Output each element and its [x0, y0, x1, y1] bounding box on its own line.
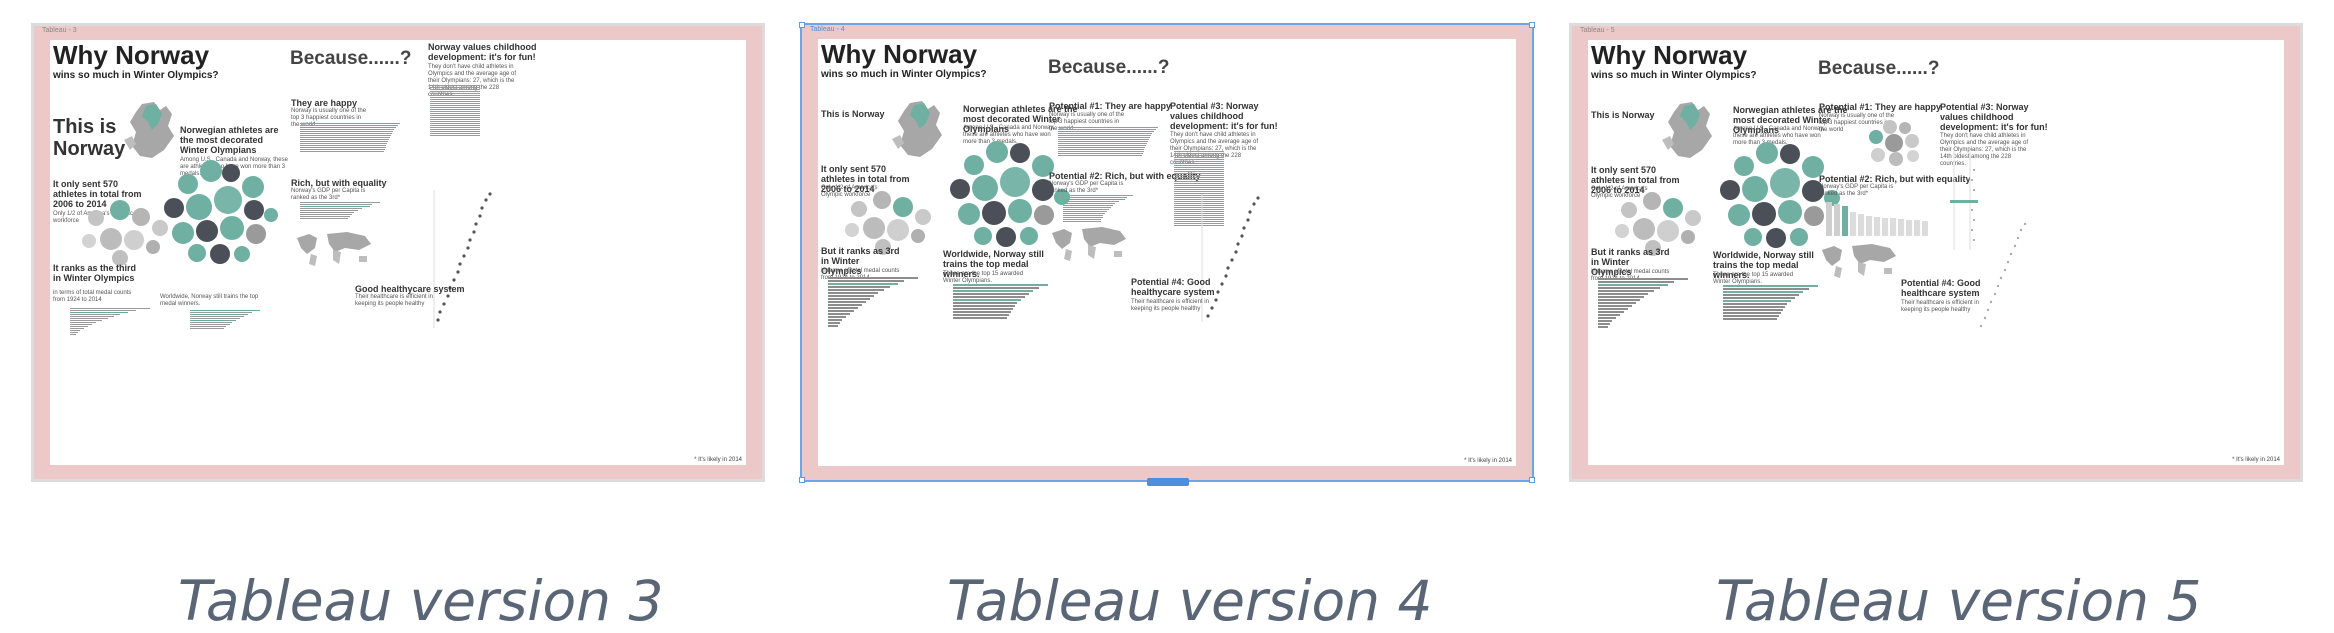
ranks-bar-chart	[828, 277, 918, 328]
dashboard-canvas: Why Norway wins so much in Winter Olympi…	[50, 40, 746, 465]
age-bar-chart	[430, 85, 480, 137]
worldwide-bar-chart	[953, 284, 1048, 320]
sent-heading: It only sent 570 athletes in total from …	[53, 179, 142, 209]
caption-v3: Tableau version 3	[178, 569, 664, 633]
rich-heading: Potential #2: Rich, but with equality	[1819, 174, 1971, 184]
footnote: * It's likely in 2014	[1464, 458, 1512, 464]
size-indicator[interactable]	[1147, 478, 1189, 486]
page-subtitle: wins so much in Winter Olympics?	[1591, 70, 1757, 81]
happiness-bubbles	[1863, 120, 1933, 170]
medals-bubbles	[946, 139, 1071, 254]
this-is-norway-heading: This is Norway	[821, 109, 885, 119]
happy-sub: Norway is usually one of the top 3 happi…	[1819, 113, 1895, 133]
gdp-bar-chart	[1063, 195, 1133, 223]
health-heading: Potential #4: Good healthycare system	[1131, 277, 1215, 297]
ranks-sub: in terms of total medal counts from 1924…	[53, 290, 132, 303]
happiness-bar-chart	[1058, 127, 1158, 157]
happy-heading: Potential #1: They are happy	[1819, 102, 1942, 112]
page-title: Why Norway	[821, 39, 978, 69]
decorated-heading: Norwegian athletes are the most decorate…	[963, 104, 1078, 134]
athletes-bubbles	[1613, 192, 1713, 262]
rich-sub: Norway's GDP per Capita is ranked as the…	[291, 188, 366, 201]
tab-label: Tableau - 4	[810, 26, 845, 33]
caption-v5: Tableau version 5	[1716, 569, 2202, 633]
rich-sub: Norway's GDP per Capita is ranked as the…	[1819, 184, 1894, 197]
sent-heading: It only sent 570 athletes in total from …	[821, 164, 910, 194]
gdp-bar-chart	[300, 202, 380, 220]
norway-map	[1662, 102, 1712, 158]
worldwide-text: Worldwide, Norway still trains the top m…	[160, 294, 259, 307]
healthcare-scatter	[1201, 194, 1260, 322]
worldwide-heading: Worldwide, Norway still trains the top m…	[943, 249, 1044, 279]
resize-handle-br[interactable]	[1529, 477, 1535, 483]
childhood-heading: Potential #3: Norway values childhood de…	[1170, 101, 1278, 131]
happy-heading: Potential #1: They are happy	[1049, 101, 1172, 111]
this-is-norway-heading: This is Norway	[53, 116, 126, 160]
worldwide-bar-chart	[1723, 285, 1818, 321]
worldwide-bar-chart	[190, 310, 260, 330]
norway-map	[124, 102, 174, 158]
medals-bubbles	[160, 158, 280, 268]
footnote: * It's likely in 2014	[694, 457, 742, 463]
because-heading: Because......?	[1048, 57, 1170, 78]
healthcare-scatter	[1979, 222, 2027, 328]
decorated-heading: Norwegian athletes are the most decorate…	[1733, 105, 1848, 135]
happy-heading: They are happy	[291, 98, 358, 108]
ranks-heading: But it ranks as 3rd in Winter Olympics	[1591, 247, 1670, 277]
sent-sub: Only 1/2 of America's Olympic workforce	[1591, 186, 1648, 199]
page-title: Why Norway	[53, 40, 210, 70]
sent-sub: Only 1/2 of America's Olympic workforce	[821, 185, 878, 198]
page-subtitle: wins so much in Winter Olympics?	[53, 70, 219, 81]
athletes-bubbles	[843, 191, 943, 261]
this-is-norway-heading: This is Norway	[1591, 110, 1655, 120]
rich-heading: Rich, but with equality	[291, 178, 387, 188]
page-subtitle: wins so much in Winter Olympics?	[821, 69, 987, 80]
rich-sub: Norway's GDP per Capita is ranked as the…	[1049, 181, 1124, 194]
because-heading: Because......?	[1818, 58, 1940, 79]
sent-heading: It only sent 570 athletes in total from …	[1591, 165, 1680, 195]
health-sub: Their healthcare is efficient in keeping…	[1131, 299, 1209, 312]
happiness-bar-chart	[300, 123, 400, 153]
gdp-column-chart	[1826, 202, 1928, 236]
health-sub: Their healthcare is efficient in keeping…	[1901, 300, 1979, 313]
dashboard-frame-v3[interactable]: Tableau - 3 Why Norway wins so much in W…	[31, 23, 765, 482]
caption-v4: Tableau version 4	[947, 569, 1433, 633]
tab-label: Tableau - 5	[1580, 27, 1615, 34]
resize-handle-bl[interactable]	[799, 477, 805, 483]
worldwide-heading: Worldwide, Norway still trains the top m…	[1713, 250, 1814, 280]
norway-map	[892, 101, 942, 157]
ranks-bar-chart	[1598, 278, 1688, 329]
dashboard-frame-v5[interactable]: Tableau - 5 Why Norway wins so much in W…	[1569, 23, 2303, 482]
world-map	[1822, 244, 1896, 278]
childhood-heading: Norway values childhood development: it'…	[428, 42, 537, 62]
page-title: Why Norway	[1591, 40, 1748, 70]
ranks-heading: It ranks as the third in Winter Olympics	[53, 263, 137, 283]
ranks-heading: But it ranks as 3rd in Winter Olympics	[821, 246, 900, 276]
worldwide-sub: These are the top 15 awarded Winter Olym…	[943, 271, 1024, 284]
footnote: * It's likely in 2014	[2232, 457, 2280, 463]
tab-label: Tableau - 3	[42, 27, 77, 34]
health-heading: Good healthycare system	[355, 284, 465, 294]
dashboard-frame-v4[interactable]: Tableau - 4 Why Norway wins so much in W…	[799, 22, 1535, 486]
health-heading: Potential #4: Good healthcare system	[1901, 278, 1981, 298]
age-bar-chart	[1174, 151, 1224, 227]
rich-heading: Potential #2: Rich, but with equality	[1049, 171, 1201, 181]
ranks-bar-chart	[70, 308, 150, 336]
world-map	[1052, 227, 1126, 261]
world-map	[297, 232, 371, 266]
dashboard-canvas: Why Norway wins so much in Winter Olympi…	[818, 39, 1516, 466]
medals-bubbles	[1716, 140, 1841, 255]
age-dot-plot	[1950, 150, 1978, 250]
decorated-heading: Norwegian athletes are the most decorate…	[180, 125, 279, 155]
healthcare-scatter	[433, 190, 492, 328]
because-heading: Because......?	[290, 48, 412, 69]
athletes-bubbles	[80, 200, 180, 270]
childhood-sub: They don't have child athletes in Olympi…	[1940, 133, 2029, 167]
health-sub: Their healthcare is efficient in keeping…	[355, 294, 433, 307]
resize-handle-tr[interactable]	[1529, 22, 1535, 28]
worldwide-sub: These are the top 15 awarded Winter Olym…	[1713, 272, 1794, 285]
dashboard-canvas: Why Norway wins so much in Winter Olympi…	[1588, 40, 2284, 465]
childhood-heading: Potential #3: Norway values childhood de…	[1940, 102, 2048, 132]
resize-handle-tl[interactable]	[799, 22, 805, 28]
